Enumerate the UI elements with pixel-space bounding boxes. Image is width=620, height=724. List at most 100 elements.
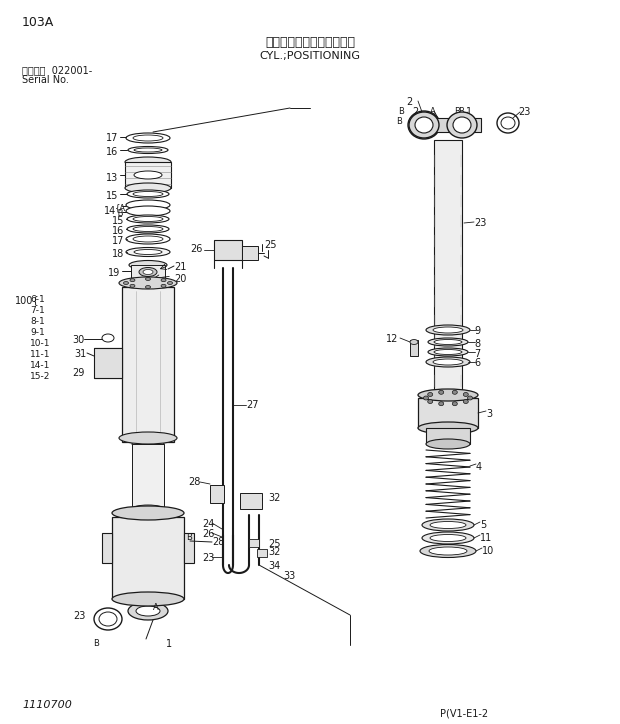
Ellipse shape xyxy=(112,506,184,520)
Ellipse shape xyxy=(133,216,163,222)
Text: {A: {A xyxy=(115,203,126,212)
Bar xyxy=(240,493,262,509)
Text: 7-1: 7-1 xyxy=(30,306,45,315)
Text: 26: 26 xyxy=(190,244,202,254)
Ellipse shape xyxy=(420,544,476,557)
Bar xyxy=(257,549,267,557)
Ellipse shape xyxy=(125,183,171,193)
Text: 28: 28 xyxy=(188,477,200,487)
Ellipse shape xyxy=(146,285,151,288)
Ellipse shape xyxy=(134,250,162,255)
Bar xyxy=(184,533,194,563)
Ellipse shape xyxy=(161,285,166,287)
Text: 28: 28 xyxy=(212,537,224,547)
Text: 5: 5 xyxy=(480,520,486,530)
Ellipse shape xyxy=(132,440,164,448)
Text: 2: 2 xyxy=(412,107,418,117)
Text: 15: 15 xyxy=(112,216,125,226)
Text: 15-2: 15-2 xyxy=(30,372,50,381)
Text: 103A: 103A xyxy=(22,16,55,29)
Ellipse shape xyxy=(134,171,162,179)
Text: 25: 25 xyxy=(268,539,280,549)
Ellipse shape xyxy=(128,602,168,620)
Text: 25: 25 xyxy=(264,240,277,250)
Text: 11-1: 11-1 xyxy=(30,350,50,359)
Ellipse shape xyxy=(119,277,177,289)
Text: 17: 17 xyxy=(112,236,125,246)
Ellipse shape xyxy=(428,338,468,346)
Bar xyxy=(413,118,481,132)
Ellipse shape xyxy=(415,117,433,133)
Ellipse shape xyxy=(418,389,478,401)
Ellipse shape xyxy=(126,206,170,216)
Bar xyxy=(249,539,259,547)
Ellipse shape xyxy=(463,392,468,397)
Ellipse shape xyxy=(463,400,468,403)
Ellipse shape xyxy=(161,279,166,282)
Ellipse shape xyxy=(426,357,470,367)
Ellipse shape xyxy=(126,248,170,256)
Ellipse shape xyxy=(408,111,440,139)
Ellipse shape xyxy=(430,534,466,542)
Bar xyxy=(132,444,164,509)
Text: 1110700: 1110700 xyxy=(22,700,72,710)
Text: 1: 1 xyxy=(166,639,172,649)
Ellipse shape xyxy=(428,348,468,356)
Text: 13: 13 xyxy=(106,173,118,183)
Ellipse shape xyxy=(133,135,163,141)
Bar xyxy=(112,517,184,599)
Ellipse shape xyxy=(126,234,170,244)
Text: 19: 19 xyxy=(108,268,120,278)
Ellipse shape xyxy=(112,592,184,606)
Ellipse shape xyxy=(422,519,474,531)
Ellipse shape xyxy=(439,402,444,405)
Ellipse shape xyxy=(125,157,171,167)
Text: CYL.;POSITIONING: CYL.;POSITIONING xyxy=(260,51,360,61)
Bar xyxy=(94,348,122,378)
Text: 15: 15 xyxy=(106,191,118,201)
Text: 100{: 100{ xyxy=(15,295,40,305)
Ellipse shape xyxy=(146,277,151,280)
Text: シリンダ；ボジショニング: シリンダ；ボジショニング xyxy=(265,36,355,49)
Bar xyxy=(418,398,478,428)
Ellipse shape xyxy=(134,148,162,152)
Text: 14-1: 14-1 xyxy=(30,361,50,370)
Ellipse shape xyxy=(439,390,444,395)
Ellipse shape xyxy=(123,282,128,285)
Ellipse shape xyxy=(415,117,433,133)
Text: 12: 12 xyxy=(386,334,399,344)
Text: B: B xyxy=(115,209,123,218)
Ellipse shape xyxy=(94,608,122,630)
Ellipse shape xyxy=(433,327,463,333)
Ellipse shape xyxy=(136,606,160,616)
Ellipse shape xyxy=(127,190,169,198)
Ellipse shape xyxy=(453,390,458,395)
Ellipse shape xyxy=(133,227,163,232)
Text: 9-1: 9-1 xyxy=(30,328,45,337)
Ellipse shape xyxy=(130,285,135,287)
Text: 8: 8 xyxy=(474,339,480,349)
Text: A: A xyxy=(153,603,159,612)
Bar xyxy=(214,240,242,260)
Ellipse shape xyxy=(453,117,471,133)
Ellipse shape xyxy=(133,236,163,242)
Ellipse shape xyxy=(133,192,163,196)
Bar xyxy=(131,265,165,279)
Ellipse shape xyxy=(410,340,418,345)
Ellipse shape xyxy=(126,133,170,143)
Ellipse shape xyxy=(428,392,433,397)
Ellipse shape xyxy=(429,547,467,555)
Text: Serial No.: Serial No. xyxy=(22,75,69,85)
Ellipse shape xyxy=(119,432,177,444)
Ellipse shape xyxy=(430,521,466,529)
Ellipse shape xyxy=(428,400,433,403)
Text: 10: 10 xyxy=(482,546,494,556)
Bar xyxy=(242,246,258,260)
Text: 4: 4 xyxy=(476,462,482,472)
Bar xyxy=(102,533,112,563)
Ellipse shape xyxy=(143,269,153,274)
Ellipse shape xyxy=(127,225,169,233)
Text: 20: 20 xyxy=(174,274,187,284)
Text: 30: 30 xyxy=(72,335,84,345)
Text: 16: 16 xyxy=(106,147,118,157)
